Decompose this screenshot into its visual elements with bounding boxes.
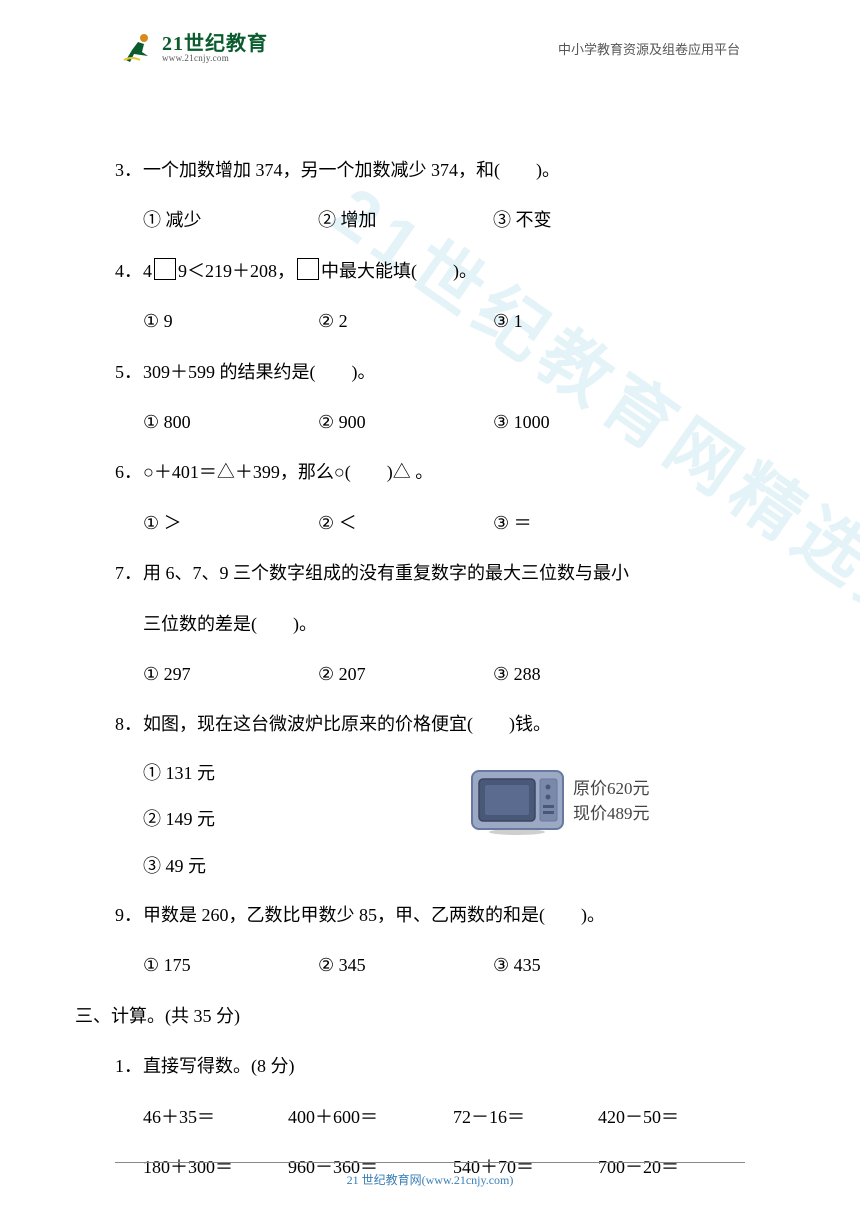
q6-options: ① ＞ ② ＜ ③ ＝ <box>115 498 745 548</box>
q6-opt1: ① ＞ <box>143 498 318 548</box>
q3-text: 一个加数增加 374，另一个加数减少 374，和( )。 <box>143 160 560 180</box>
logo-text: 21世纪教育 www.21cnjy.com <box>162 34 268 63</box>
q4-opt2: ② 2 <box>318 296 493 346</box>
box-icon <box>297 258 319 280</box>
q4-opt3: ③ 1 <box>493 296 668 346</box>
question-7-line2: 三位数的差是( )。 <box>115 599 745 649</box>
logo-sub-text: www.21cnjy.com <box>162 54 268 63</box>
current-price: 现价489元 <box>573 801 650 827</box>
q9-opt1: ① 175 <box>143 940 318 990</box>
microwave-figure: 原价620元 现价489元 <box>470 765 650 837</box>
sub1-number: 1． <box>115 1041 142 1091</box>
q5-opt1: ① 800 <box>143 397 318 447</box>
question-4: 4． 4 9＜219＋208， 中最大能填( )。 <box>115 246 745 296</box>
header-right-text: 中小学教育资源及组卷应用平台 <box>558 39 740 58</box>
section-3-title: 三、计算。(共 35 分) <box>75 991 745 1041</box>
sub1-text: 直接写得数。(8 分) <box>143 1056 295 1076</box>
q6-opt2: ② ＜ <box>318 498 493 548</box>
q5-options: ① 800 ② 900 ③ 1000 <box>115 397 745 447</box>
question-9: 9． 甲数是 260，乙数比甲数少 85，甲、乙两数的和是( )。 <box>115 890 745 940</box>
q4-options: ① 9 ② 2 ③ 1 <box>115 296 745 346</box>
calc-row-1: 46＋35＝ 400＋600＝ 72－16＝ 420－50＝ <box>115 1092 745 1142</box>
calc-1c: 72－16＝ <box>453 1092 598 1142</box>
q9-opt3: ③ 435 <box>493 940 668 990</box>
q4-opt1: ① 9 <box>143 296 318 346</box>
q6-number: 6． <box>115 447 142 497</box>
q8-opt3: ③ 49 元 <box>115 843 745 890</box>
q5-text: 309＋599 的结果约是( )。 <box>143 362 376 382</box>
q4-text-c: 中最大能填( )。 <box>321 261 477 281</box>
page-header: 21世纪教育 www.21cnjy.com 中小学教育资源及组卷应用平台 <box>0 30 860 66</box>
q5-number: 5． <box>115 347 142 397</box>
q4-number: 4． <box>115 246 142 296</box>
q5-opt3: ③ 1000 <box>493 397 668 447</box>
microwave-icon <box>470 765 565 837</box>
q7-text1: 用 6、7、9 三个数字组成的没有重复数字的最大三位数与最小 <box>143 563 629 583</box>
q3-options: ① 减少 ② 增加 ③ 不变 <box>115 195 745 245</box>
logo: 21世纪教育 www.21cnjy.com <box>120 30 268 66</box>
q9-opt2: ② 345 <box>318 940 493 990</box>
q3-number: 3． <box>115 145 142 195</box>
footer-text: 21 世纪教育网(www.21cnjy.com) <box>347 1173 514 1187</box>
q7-opt3: ③ 288 <box>493 649 668 699</box>
q8-text: 如图，现在这台微波炉比原来的价格便宜( )钱。 <box>143 714 551 734</box>
calc-1a: 46＋35＝ <box>143 1092 288 1142</box>
q8-opt2: ② 149 元 <box>115 796 745 843</box>
question-5: 5． 309＋599 的结果约是( )。 <box>115 347 745 397</box>
q3-opt2: ② 增加 <box>318 195 493 245</box>
question-6: 6． ○＋401＝△＋399，那么○( )△ 。 <box>115 447 745 497</box>
calc-1b: 400＋600＝ <box>288 1092 453 1142</box>
q9-number: 9． <box>115 890 142 940</box>
content-area: 3． 一个加数增加 374，另一个加数减少 374，和( )。 ① 减少 ② 增… <box>115 145 745 1192</box>
q7-options: ① 297 ② 207 ③ 288 <box>115 649 745 699</box>
original-price: 原价620元 <box>573 776 650 802</box>
q6-text: ○＋401＝△＋399，那么○( )△ 。 <box>143 462 433 482</box>
logo-main-text: 21世纪教育 <box>162 34 268 54</box>
calc-1d: 420－50＝ <box>598 1092 743 1142</box>
q6-opt3: ③ ＝ <box>493 498 668 548</box>
q9-options: ① 175 ② 345 ③ 435 <box>115 940 745 990</box>
price-labels: 原价620元 现价489元 <box>573 776 650 827</box>
q9-text: 甲数是 260，乙数比甲数少 85，甲、乙两数的和是( )。 <box>143 905 605 925</box>
question-7: 7． 用 6、7、9 三个数字组成的没有重复数字的最大三位数与最小 <box>115 548 745 598</box>
q3-opt3: ③ 不变 <box>493 195 668 245</box>
q4-text-b: 9＜219＋208， <box>178 261 295 281</box>
sub-question-1: 1． 直接写得数。(8 分) <box>115 1041 745 1091</box>
question-8: 8． 如图，现在这台微波炉比原来的价格便宜( )钱。 <box>115 699 745 749</box>
logo-runner-icon <box>120 30 156 66</box>
q7-number: 7． <box>115 548 142 598</box>
q7-text2: 三位数的差是( )。 <box>143 614 317 634</box>
q8-number: 8． <box>115 699 142 749</box>
q4-text-a: 4 <box>143 261 152 281</box>
page-footer: 21 世纪教育网(www.21cnjy.com) <box>115 1162 745 1188</box>
q7-opt2: ② 207 <box>318 649 493 699</box>
box-icon <box>154 258 176 280</box>
q7-opt1: ① 297 <box>143 649 318 699</box>
q8-opt1: ① 131 元 <box>115 750 745 797</box>
q3-opt1: ① 减少 <box>143 195 318 245</box>
q5-opt2: ② 900 <box>318 397 493 447</box>
question-3: 3． 一个加数增加 374，另一个加数减少 374，和( )。 <box>115 145 745 195</box>
